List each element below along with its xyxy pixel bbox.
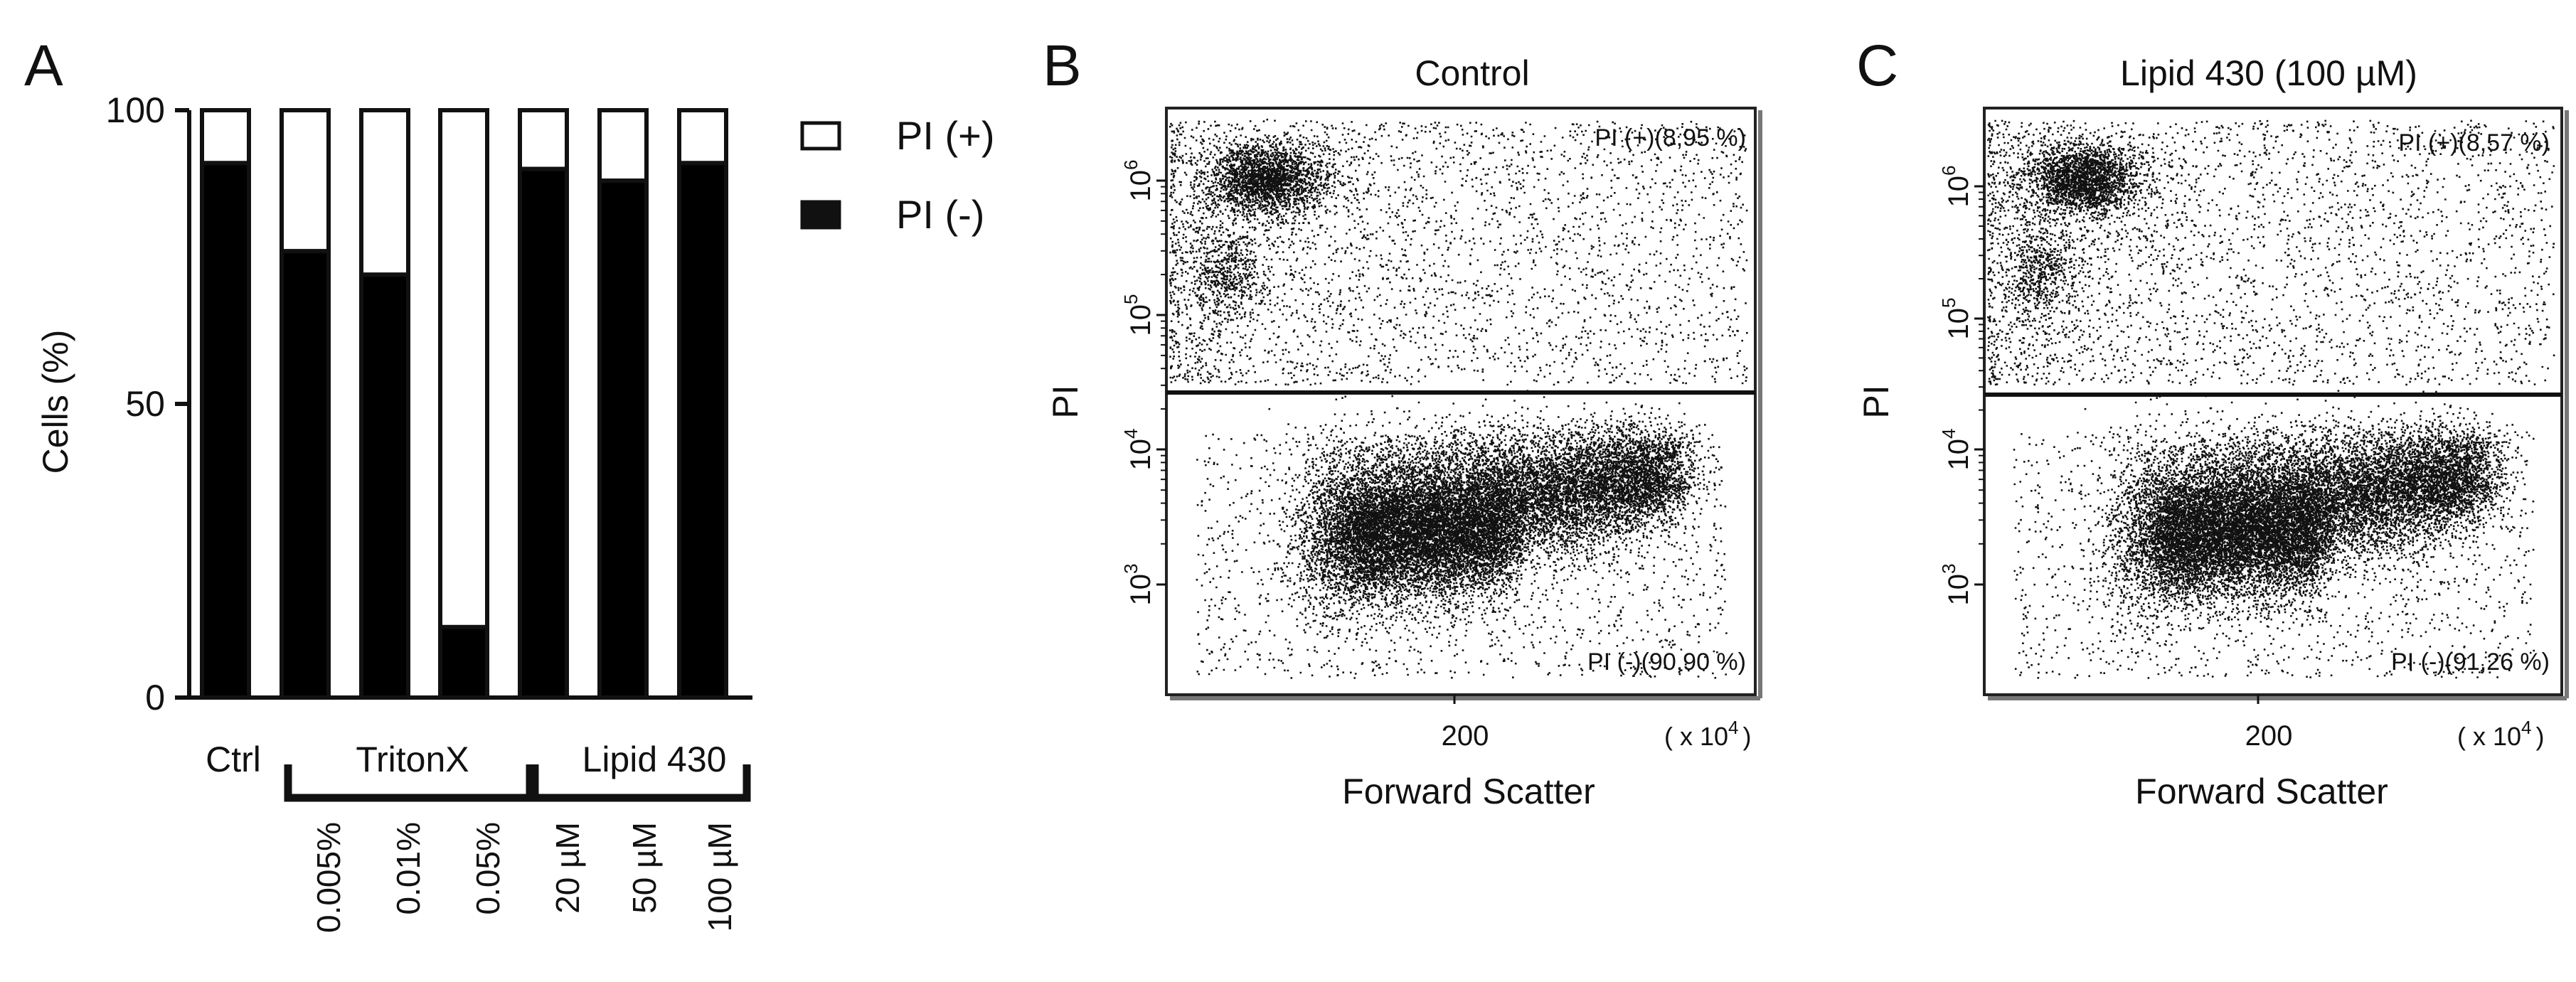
bar-pi-neg: [200, 161, 251, 700]
panel-b-scatter: B Control 103 104 105 106 200 ( x 104) Forw…: [1043, 33, 1762, 811]
panel-a-group-tritonx: TritonX: [356, 740, 469, 779]
panel-b-title: Control: [1415, 53, 1529, 93]
legend-label-pi-pos: PI (+): [896, 113, 994, 158]
panel-c-x-multiplier: ( x 104): [2457, 717, 2545, 751]
bar-pi-pos: [518, 108, 569, 171]
legend-swatch-pi-neg: [800, 200, 841, 230]
panel-b-y-tick-label: 105: [1120, 294, 1156, 336]
panel-b-y-axis-title: PI: [1045, 385, 1085, 418]
panel-a-group-lipid: Lipid 430: [582, 740, 727, 779]
panel-a-bars: [200, 108, 728, 700]
panel-a-letter: A: [24, 33, 63, 98]
bar-pi-neg: [280, 249, 331, 700]
bar-pi-pos: [200, 108, 251, 166]
panel-c-y-ticks: [1974, 185, 1984, 586]
panel-b-y-tick-label: 103: [1120, 564, 1156, 606]
bar-pi-neg: [359, 272, 410, 700]
panel-c-x-axis-title: Forward Scatter: [2135, 772, 2388, 811]
panel-a-sublabel-005: 0.05%: [469, 822, 506, 914]
panel-b-y-ticks: [1156, 179, 1166, 586]
bar-pi-neg: [518, 166, 569, 700]
panel-a-sublabel-001: 0.01%: [390, 822, 427, 914]
bar-pi-neg: [438, 624, 489, 700]
panel-b-plot-frame: [1165, 107, 1757, 696]
bar-pi-pos: [438, 108, 489, 629]
panel-c-scatter-points: [1987, 119, 2555, 679]
panel-a-bracket-tritonx: [284, 764, 534, 802]
panel-a-sublabel-50um: 50 µM: [626, 822, 663, 914]
panel-a-group-ctrl: Ctrl: [206, 740, 261, 779]
bar-pi-neg: [677, 161, 728, 700]
panel-b-dots: [1169, 118, 1748, 679]
panel-c-gate-label-neg: PI (-)(91,26 %): [2391, 649, 2550, 676]
panel-a-y-tick-label: 50: [125, 384, 165, 424]
panel-b-x-axis-title: Forward Scatter: [1342, 772, 1595, 811]
panel-c-dots: [1987, 119, 2555, 679]
panel-b-x-tick-label: 200: [1442, 720, 1489, 752]
panel-b-letter: B: [1043, 33, 1082, 98]
panel-a-y-tick-label: 0: [145, 678, 165, 717]
panel-a-sublabel-0005: 0.005%: [310, 822, 347, 933]
panel-a-bar-chart: A Cells (%) 0 50 100 Ctrl TritonX Lipid 43…: [24, 33, 994, 933]
panel-b-y-tick-labels: 103 104 105 106: [1120, 160, 1156, 606]
panel-a-sublabel-20um: 20 µM: [549, 822, 586, 914]
panel-c-letter: C: [1856, 33, 1898, 98]
bar-pi-pos: [359, 108, 410, 277]
panel-a-legend: PI (+) PI (-): [800, 113, 994, 237]
panel-a-y-axis-title: Cells (%): [36, 330, 75, 474]
bar-pi-neg: [597, 178, 649, 700]
panel-c-scatter: C Lipid 430 (100 µM) 103 104 105 106 200 ( …: [1856, 33, 2569, 811]
panel-c-y-axis-title: PI: [1856, 385, 1896, 418]
panel-c-y-tick-label: 103: [1938, 564, 1974, 606]
panel-c-y-tick-label: 106: [1938, 166, 1974, 208]
panel-b-gate-label-pos: PI (+)(8,95 %): [1595, 124, 1746, 151]
panel-b-y-tick-label: 104: [1120, 429, 1156, 471]
panel-c-y-tick-label: 104: [1938, 429, 1974, 471]
panel-b-y-tick-label: 106: [1120, 160, 1156, 202]
panel-c-y-tick-label: 105: [1938, 298, 1974, 340]
panel-c-x-tick-label: 200: [2245, 720, 2293, 752]
bar-pi-pos: [677, 108, 728, 166]
panel-c-y-tick-labels: 103 104 105 106: [1938, 166, 1974, 606]
panel-a-y-ticks: 0 50 100: [106, 90, 189, 717]
panel-b-x-multiplier: ( x 104): [1664, 717, 1752, 751]
legend-label-pi-neg: PI (-): [896, 192, 984, 237]
panel-c-title: Lipid 430 (100 µM): [2120, 53, 2417, 93]
bar-pi-pos: [280, 108, 331, 254]
panel-a-sublabel-100um: 100 µM: [701, 822, 738, 932]
bar-pi-pos: [597, 108, 649, 183]
panel-b-scatter-points: [1169, 118, 1748, 679]
panel-c-plot-frame: [1983, 107, 2563, 696]
panel-b-gate-label-neg: PI (-)(90,90 %): [1587, 649, 1746, 676]
legend-swatch-pi-pos: [800, 121, 841, 151]
panel-a-bracket-lipid: [531, 764, 751, 802]
panel-c-gate-label-pos: PI (+)(8,57 %): [2398, 129, 2550, 156]
panel-a-y-tick-label: 100: [106, 90, 165, 130]
